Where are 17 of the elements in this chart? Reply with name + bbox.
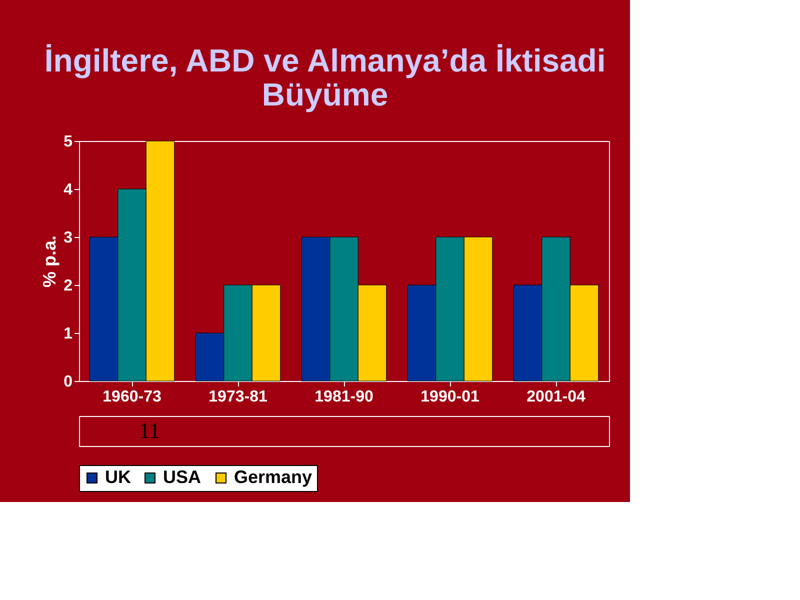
y-tick-label: 1 bbox=[64, 326, 73, 342]
y-axis-title: % p.a. bbox=[40, 235, 60, 288]
x-tick-label: 1981-90 bbox=[314, 388, 374, 406]
text: 11 bbox=[139, 418, 160, 443]
x-tick-label: 1960-73 bbox=[102, 388, 162, 406]
x-tick-label: 1973-81 bbox=[208, 388, 268, 406]
y-tick-label: 4 bbox=[64, 182, 73, 198]
y-tick-label: 3 bbox=[64, 230, 73, 246]
legend-label: USA bbox=[163, 467, 202, 487]
x-tick-label: 2001-04 bbox=[526, 388, 586, 406]
y-tick-label: 0 bbox=[64, 374, 73, 390]
y-tick-label: 2 bbox=[64, 278, 73, 294]
y-tick-label: 5 bbox=[64, 134, 73, 150]
legend-label: UK bbox=[105, 467, 131, 487]
legend-label: Germany bbox=[234, 467, 312, 487]
chart-title: İngiltere, ABD ve Almanya’da İktisadi Büyüme bbox=[44, 42, 606, 112]
x-tick-label: 1990-01 bbox=[420, 388, 480, 406]
